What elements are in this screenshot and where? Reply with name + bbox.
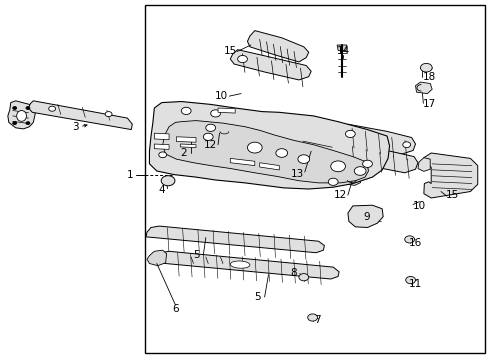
Text: 15: 15 bbox=[223, 46, 237, 57]
Circle shape bbox=[105, 112, 112, 117]
Polygon shape bbox=[149, 102, 390, 189]
Text: 16: 16 bbox=[409, 238, 422, 248]
Circle shape bbox=[405, 236, 415, 243]
Polygon shape bbox=[230, 158, 255, 166]
Polygon shape bbox=[147, 250, 167, 266]
Polygon shape bbox=[416, 82, 432, 94]
Polygon shape bbox=[343, 143, 418, 173]
Text: 8: 8 bbox=[291, 267, 297, 278]
Text: 12: 12 bbox=[334, 190, 347, 201]
Text: 4: 4 bbox=[158, 185, 165, 195]
Circle shape bbox=[363, 160, 372, 167]
Text: 18: 18 bbox=[422, 72, 436, 82]
Circle shape bbox=[308, 314, 318, 321]
Ellipse shape bbox=[17, 111, 26, 121]
Circle shape bbox=[161, 176, 175, 186]
Text: 10: 10 bbox=[215, 91, 228, 101]
Circle shape bbox=[345, 130, 355, 138]
Polygon shape bbox=[163, 121, 368, 183]
Ellipse shape bbox=[230, 261, 250, 268]
Circle shape bbox=[276, 149, 288, 157]
Circle shape bbox=[247, 142, 262, 153]
Circle shape bbox=[206, 124, 216, 131]
Text: 9: 9 bbox=[363, 212, 370, 222]
Circle shape bbox=[159, 152, 167, 158]
Text: 12: 12 bbox=[204, 140, 218, 150]
Text: 13: 13 bbox=[291, 168, 305, 179]
Text: 1: 1 bbox=[126, 170, 133, 180]
Circle shape bbox=[331, 161, 345, 172]
Circle shape bbox=[406, 276, 416, 284]
Text: 15: 15 bbox=[446, 190, 460, 200]
Polygon shape bbox=[156, 251, 339, 279]
Polygon shape bbox=[343, 124, 416, 154]
Circle shape bbox=[403, 142, 411, 148]
Circle shape bbox=[420, 63, 432, 72]
Text: 3: 3 bbox=[73, 122, 79, 132]
Circle shape bbox=[13, 122, 17, 125]
Polygon shape bbox=[8, 101, 35, 129]
Circle shape bbox=[49, 106, 55, 111]
Circle shape bbox=[203, 133, 213, 140]
Polygon shape bbox=[418, 158, 430, 171]
FancyBboxPatch shape bbox=[145, 5, 485, 353]
Text: 11: 11 bbox=[409, 279, 422, 289]
Text: 5: 5 bbox=[254, 292, 261, 302]
Circle shape bbox=[26, 107, 30, 109]
Polygon shape bbox=[260, 163, 279, 170]
Polygon shape bbox=[28, 101, 132, 130]
Polygon shape bbox=[337, 45, 347, 50]
Polygon shape bbox=[343, 175, 361, 185]
Polygon shape bbox=[146, 226, 324, 253]
Text: 6: 6 bbox=[172, 304, 179, 314]
Polygon shape bbox=[176, 137, 196, 142]
Circle shape bbox=[238, 55, 247, 63]
Polygon shape bbox=[230, 50, 311, 80]
Polygon shape bbox=[424, 153, 478, 198]
Circle shape bbox=[211, 110, 220, 117]
Circle shape bbox=[298, 155, 310, 163]
Text: 5: 5 bbox=[193, 250, 199, 260]
Polygon shape bbox=[180, 144, 196, 148]
Text: 10: 10 bbox=[413, 201, 425, 211]
Text: 17: 17 bbox=[422, 99, 436, 109]
Polygon shape bbox=[218, 108, 235, 113]
Circle shape bbox=[13, 107, 17, 109]
Polygon shape bbox=[348, 205, 383, 228]
Circle shape bbox=[299, 274, 309, 281]
Text: 14: 14 bbox=[336, 46, 350, 56]
Circle shape bbox=[328, 178, 338, 185]
Text: 7: 7 bbox=[314, 315, 321, 325]
Polygon shape bbox=[154, 133, 169, 140]
Circle shape bbox=[354, 167, 366, 175]
Polygon shape bbox=[216, 126, 233, 137]
Polygon shape bbox=[299, 136, 337, 158]
Polygon shape bbox=[247, 31, 309, 62]
Text: 2: 2 bbox=[180, 148, 187, 158]
Circle shape bbox=[181, 107, 191, 114]
Circle shape bbox=[26, 122, 30, 125]
Polygon shape bbox=[154, 144, 169, 149]
